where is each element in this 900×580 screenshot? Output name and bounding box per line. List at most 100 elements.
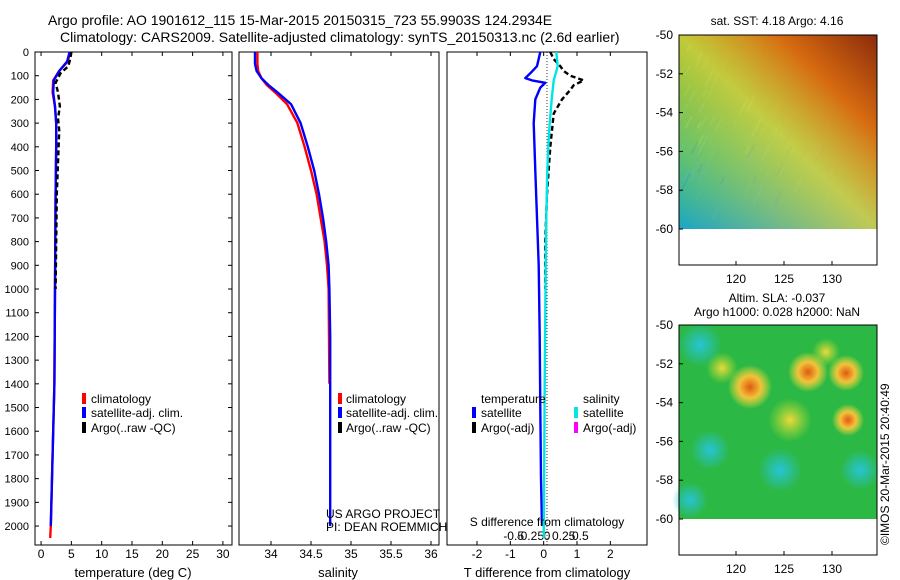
sla-anomaly-blob (828, 355, 864, 391)
s-tick-label: 0 (544, 529, 551, 543)
map-y-tick-label: -56 (656, 144, 674, 158)
x-tick-label: -1 (505, 547, 516, 561)
x-tick-label: 20 (156, 547, 170, 561)
x-tick-label: 30 (216, 547, 230, 561)
legend-label-s-argo: Argo(-adj) (583, 421, 636, 435)
map-y-tick-label: -60 (656, 222, 674, 236)
difference-profiles (524, 52, 585, 538)
x-tick-label: 34 (264, 547, 278, 561)
temperature-axes-box (34, 51, 233, 546)
map-x-tick-label: 130 (822, 562, 842, 576)
sla-map-frame (678, 324, 878, 556)
map-y-tick-label: -60 (656, 512, 674, 526)
depth-tick-label: 600 (11, 189, 29, 201)
map-y-tick-label: -54 (656, 396, 674, 410)
sst-map-frame (678, 34, 878, 266)
sla-map-title-line2: Argo h1000: 0.028 h2000: NaN (694, 305, 860, 319)
map-y-tick-label: -52 (656, 67, 674, 81)
x-tick-label: 5 (68, 547, 75, 561)
x-tick-label: 2 (607, 547, 614, 561)
sla-anomaly-blob (812, 338, 840, 366)
map-y-tick-label: -58 (656, 183, 674, 197)
legend-header-salinity: salinity (583, 392, 620, 406)
legend-label-satellite: satellite-adj. clim. (91, 406, 183, 420)
depth-tick-label: 200 (11, 94, 29, 106)
temperature-panel: 0100200300400500600700800900100011001200… (5, 47, 647, 580)
legend-label-t-argo: Argo(-adj) (481, 421, 534, 435)
depth-tick-label: 1400 (5, 379, 29, 391)
imos-stamp: ©IMOS 20-Mar-2015 20:40:49 (878, 383, 892, 545)
figure-title-line1: Argo profile: AO 1901612_115 15-Mar-2015… (48, 12, 552, 28)
salinity-xlabel: salinity (318, 565, 358, 580)
sla-anomalies (672, 323, 880, 518)
sst-warm-region (679, 35, 877, 229)
s-tick-label: -0.25 (517, 529, 545, 543)
sla-anomaly-blob (832, 404, 864, 436)
depth-tick-label: 500 (11, 166, 29, 178)
depth-tick-label: 1600 (5, 426, 29, 438)
map-x-tick-label: 125 (774, 272, 794, 286)
legend-label-climatology: climatology (346, 392, 406, 406)
sla-anomaly-blob (690, 430, 730, 470)
legend-swatch-t-satellite (472, 407, 476, 418)
depth-tick-label: 700 (11, 213, 29, 225)
project-annotation: US ARGO PROJECT (326, 507, 441, 521)
difference-legend: temperature salinity satellite Argo(-adj… (472, 392, 636, 435)
depth-tick-label: 1900 (5, 497, 29, 509)
s-tick-label: 0.5 (572, 529, 589, 543)
legend-swatch-satellite (338, 407, 342, 418)
difference-panel: -2 -1 0 1 2-0.5-0.25 0 0.250.5 T difference fr… (446, 51, 648, 580)
x-tick-label: 0 (38, 547, 45, 561)
depth-tick-label: 1800 (5, 474, 29, 486)
sst-map-panel: sat. SST: 4.18 Argo: 4.16 120 125 130 -50 -5… (656, 14, 878, 286)
sla-map-panel: Altim. SLA: -0.037 Argo h1000: 0.028 h20… (656, 291, 880, 576)
depth-tick-label: 0 (23, 47, 29, 59)
map-x-tick-label: 120 (726, 562, 746, 576)
difference-x-axis: -2 -1 0 1 2-0.5-0.25 0 0.250.5 (472, 52, 614, 561)
legend-label-argo: Argo(..raw -QC) (346, 421, 431, 435)
map-x-tick-label: 125 (774, 562, 794, 576)
sst-map-axes: 120 125 130 -50 -52 -54 -56 -58 -60 (656, 28, 843, 286)
x-tick-label: 0 (540, 547, 547, 561)
sla-anomaly-blob (840, 450, 880, 490)
legend-label-climatology: climatology (91, 392, 151, 406)
legend-label-argo: Argo(..raw -QC) (91, 421, 176, 435)
map-y-tick-label: -50 (656, 28, 674, 42)
series-line-argo-raw-qc (54, 52, 73, 290)
sst-map-title: sat. SST: 4.18 Argo: 4.16 (711, 14, 844, 28)
temperature-xlabel: temperature (deg C) (74, 565, 191, 580)
legend-label-t-satellite: satellite (481, 406, 522, 420)
depth-tick-label: 800 (11, 237, 29, 249)
legend-swatch-argo (338, 422, 342, 433)
series-line-satellite-adj-clim (253, 52, 332, 526)
legend-label-s-satellite: satellite (583, 406, 624, 420)
t-difference-xlabel: T difference from climatology (464, 565, 631, 580)
depth-tick-label: 400 (11, 142, 29, 154)
salinity-x-axis: 34 34.5 35 35.5 36 (264, 52, 438, 561)
map-y-tick-label: -54 (656, 106, 674, 120)
x-tick-label: 10 (95, 547, 109, 561)
sla-anomaly-blob (758, 448, 802, 492)
depth-tick-label: 1100 (5, 308, 29, 320)
legend-swatch-climatology (338, 393, 342, 404)
legend-swatch-s-argo (574, 422, 578, 433)
depth-tick-label: 1300 (5, 355, 29, 367)
salinity-axes-box (238, 51, 440, 546)
sla-anomaly-blob (672, 482, 708, 518)
legend-swatch-argo (82, 422, 86, 433)
s-tick-label: -0.5 (503, 529, 524, 543)
sla-anomaly-blob (678, 323, 722, 367)
x-tick-label: 34.5 (299, 547, 323, 561)
x-tick-label: 35 (344, 547, 358, 561)
depth-tick-label: 2000 (5, 521, 29, 533)
map-x-tick-label: 130 (822, 272, 842, 286)
s-difference-label: S difference from climatology (470, 515, 625, 529)
legend-swatch-s-satellite (574, 407, 578, 418)
salinity-profiles (253, 52, 332, 526)
sla-map-title-line1: Altim. SLA: -0.037 (729, 291, 826, 305)
legend-swatch-t-argo (472, 422, 476, 433)
x-tick-label: -2 (472, 547, 483, 561)
pi-annotation: PI: DEAN ROEMMICH (326, 520, 447, 534)
depth-tick-label: 1200 (5, 331, 29, 343)
